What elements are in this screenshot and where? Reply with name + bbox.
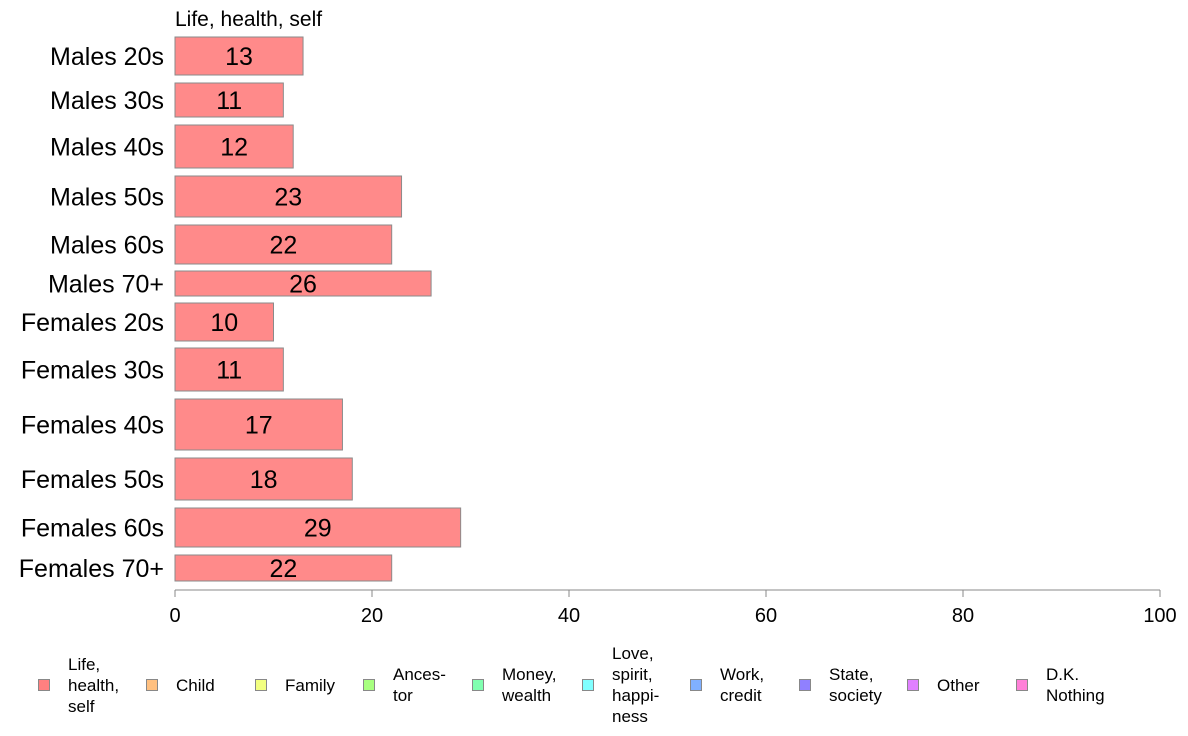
legend-swatch [146,679,158,691]
bar-males-60s [174,224,393,265]
x-tick-label: 40 [558,605,580,627]
data-label: 23 [274,184,302,212]
bar-chart: Life, health, self Males 20s 13 Males 30s 1… [19,8,1177,627]
data-label: 18 [250,466,278,494]
legend-item: State, society [799,640,882,730]
legend-swatch [255,679,267,691]
x-tick-label: 100 [1143,605,1176,627]
data-label: 11 [216,87,242,115]
category-label: Males 40s [50,134,164,162]
legend-label: Life, health, self [68,654,120,716]
x-tick-label: 60 [755,605,777,627]
x-tick-label: 80 [952,605,974,627]
legend-item: Child [146,640,215,730]
category-label: Females 60s [21,515,164,543]
category-label: Males 20s [50,43,164,71]
category-label: Females 70+ [19,555,164,583]
bar-females-20s [174,302,274,342]
x-tick-label: 0 [169,605,180,627]
legend-swatch [582,679,594,691]
bar-females-60s [174,507,462,548]
bar-males-20s [174,36,304,76]
data-label: 22 [269,555,297,583]
data-label: 26 [289,271,317,299]
legend-label: State, society [829,665,882,705]
legend-label: Ances- tor [393,665,446,705]
legend-item: Money, wealth [472,640,557,730]
category-label: Females 50s [21,466,164,494]
legend-label: Love, spirit, happi- ness [612,644,660,726]
legend: Life, health, self Child Family Ances- tor M… [0,640,1188,736]
category-label: Males 60s [50,232,164,260]
legend-label: Family [285,675,336,695]
category-label: Males 30s [50,87,164,115]
x-tick-label: 20 [361,605,383,627]
category-label: Females 30s [21,357,164,385]
data-label: 17 [245,412,273,440]
legend-swatch [799,679,811,691]
bar-males-70- [174,270,432,297]
data-label: 29 [304,515,332,543]
bar-females-40s [174,398,343,451]
x-axis: 0 20 40 60 80 100 [169,589,1177,627]
legend-label: D.K. Nothing [1046,665,1105,705]
legend-item: Life, health, self [38,640,119,730]
category-label: Females 40s [21,412,164,440]
legend-swatch [907,679,919,691]
legend-item: Work, credit [690,640,764,730]
legend-swatch [363,679,375,691]
bar-females-30s [174,347,284,392]
legend-label: Other [937,675,980,695]
bars-layer: Males 20s 13 Males 30s 11 Males 40s 12 Males 5… [19,36,462,583]
data-label: 22 [269,232,297,260]
series-title: Life, health, self [175,8,322,31]
legend-item: D.K. Nothing [1016,640,1105,730]
data-label: 13 [225,43,253,71]
data-label: 11 [216,357,242,385]
bar-males-50s [174,175,403,218]
bar-males-30s [174,82,284,118]
legend-item: Other [907,640,980,730]
legend-swatch [1016,679,1028,691]
bar-females-50s [174,457,353,501]
bar-females-70- [174,554,393,582]
legend-item: Family [255,640,335,730]
data-label: 12 [220,134,248,162]
bar-males-40s [174,124,294,169]
legend-swatch [472,679,484,691]
category-label: Females 20s [21,309,164,337]
category-label: Males 70+ [48,271,164,299]
legend-item: Ances- tor [363,640,446,730]
legend-item: Love, spirit, happi- ness [582,640,659,730]
legend-label: Money, wealth [502,665,557,705]
legend-swatch [690,679,702,691]
legend-swatch [38,679,50,691]
category-label: Males 50s [50,184,164,212]
legend-label: Child [176,675,215,695]
data-label: 10 [210,309,238,337]
legend-label: Work, credit [720,665,765,705]
